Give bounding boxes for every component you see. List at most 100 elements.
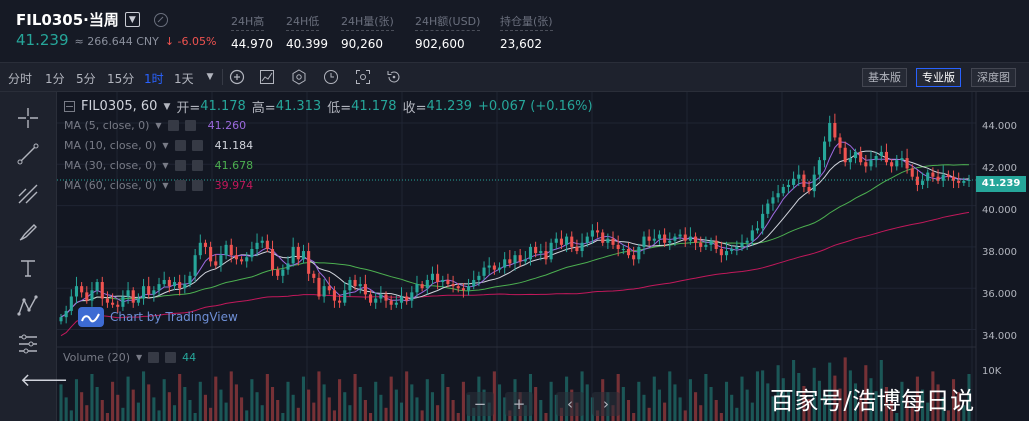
- collapse-legend-icon[interactable]: [64, 101, 75, 112]
- open-value: 41.178: [200, 99, 246, 114]
- candle-body: [198, 242, 202, 256]
- candle-body: [322, 286, 326, 297]
- chevron-down-icon[interactable]: ▼: [136, 353, 143, 362]
- volume-bar: [678, 397, 682, 421]
- candle-body: [379, 294, 383, 299]
- settings-icon[interactable]: [174, 140, 186, 151]
- brush-icon[interactable]: [16, 220, 40, 244]
- volume-bar: [921, 389, 925, 421]
- symbol-selector[interactable]: FIL0305·当周 ▼: [16, 9, 168, 30]
- volume-bar: [544, 413, 548, 421]
- interval-1h[interactable]: 1时: [144, 72, 164, 86]
- ma-label[interactable]: MA (5, close, 0): [64, 119, 150, 132]
- interval-15m[interactable]: 15分: [107, 72, 135, 86]
- chevron-down-icon[interactable]: ▼: [155, 121, 162, 130]
- prediction-icon[interactable]: [16, 332, 40, 356]
- interval-5m[interactable]: 5分: [76, 72, 96, 86]
- reset-icon[interactable]: [386, 69, 402, 85]
- volume-bar: [895, 413, 899, 421]
- fib-retracement-icon[interactable]: [16, 182, 40, 206]
- tradingview-watermark[interactable]: Chart by TradingView: [78, 307, 238, 327]
- volume-bar: [379, 394, 383, 421]
- candle-body: [730, 248, 734, 252]
- add-indicator-icon[interactable]: [229, 69, 245, 85]
- settings-icon[interactable]: [174, 180, 186, 191]
- volume-bar: [327, 397, 331, 421]
- view-depth-button[interactable]: 深度图: [971, 68, 1016, 87]
- candle-body: [750, 230, 754, 241]
- ma-label[interactable]: MA (60, close, 0): [64, 179, 157, 192]
- volume-bar: [822, 393, 827, 421]
- zoom-in-button[interactable]: +: [505, 392, 533, 416]
- close-icon[interactable]: [191, 140, 203, 151]
- close-icon[interactable]: [191, 180, 203, 191]
- candle-body: [951, 176, 956, 181]
- chevron-down-icon[interactable]: ▼: [206, 72, 214, 82]
- volume-bar: [838, 388, 842, 421]
- compass-icon[interactable]: [153, 12, 168, 27]
- toolbar-divider: [222, 69, 223, 85]
- candle-body: [332, 290, 336, 301]
- volume-axis-label: 10K: [982, 366, 1002, 377]
- screenshot-icon[interactable]: [355, 69, 371, 85]
- volume-bar: [745, 389, 749, 421]
- settings-icon[interactable]: [148, 352, 160, 363]
- candle-body: [270, 248, 275, 270]
- ma-value: 41.184: [214, 139, 254, 152]
- volume-bar: [162, 379, 166, 421]
- interval-tick[interactable]: 分时: [8, 72, 33, 86]
- settings-icon[interactable]: [174, 160, 186, 171]
- candle-body: [234, 255, 238, 260]
- ma-label[interactable]: MA (10, close, 0): [64, 139, 157, 152]
- candle-body: [436, 273, 440, 283]
- ma-label[interactable]: MA (30, close, 0): [64, 159, 157, 172]
- view-pro-button[interactable]: 专业版: [916, 68, 961, 87]
- candle-body: [637, 246, 641, 260]
- clock-icon[interactable]: [323, 69, 339, 85]
- candle-body: [301, 251, 306, 260]
- high-label: 高=: [251, 101, 276, 116]
- scroll-right-button[interactable]: ›: [592, 392, 620, 416]
- settings-icon[interactable]: [167, 120, 179, 131]
- crosshair-icon[interactable]: [16, 106, 40, 130]
- settings-icon[interactable]: [291, 69, 307, 85]
- candle-body: [611, 238, 615, 245]
- volume-bar: [910, 407, 914, 421]
- candle-body: [776, 193, 780, 198]
- arrow-left-icon[interactable]: 🡐: [20, 370, 69, 391]
- ma-value: 41.260: [207, 119, 247, 132]
- chart-style-icon[interactable]: [259, 69, 275, 85]
- candle-body: [95, 282, 99, 291]
- view-basic-button[interactable]: 基本版: [862, 68, 907, 87]
- candle-body: [508, 259, 512, 264]
- scroll-left-button[interactable]: ‹: [556, 392, 584, 416]
- close-icon[interactable]: [191, 160, 203, 171]
- candle-body: [792, 178, 796, 185]
- legend-symbol[interactable]: FIL0305, 60: [81, 99, 158, 114]
- chevron-down-icon[interactable]: ▼: [162, 141, 169, 150]
- chevron-down-icon[interactable]: ▼: [124, 12, 140, 27]
- market-header: FIL0305·当周 ▼ 41.239 ≈ 266.644 CNY ↓ -6.0…: [0, 0, 1029, 63]
- text-tool-icon[interactable]: [16, 256, 40, 280]
- ma10-legend: MA (10, close, 0) ▼ 41.184: [64, 139, 253, 152]
- chevron-down-icon[interactable]: ▼: [163, 101, 171, 112]
- chevron-down-icon[interactable]: ▼: [162, 181, 169, 190]
- candle-body: [250, 248, 254, 258]
- candle-body: [595, 230, 600, 233]
- symbol-name[interactable]: FIL0305·当周: [16, 11, 119, 29]
- close-icon[interactable]: [184, 120, 196, 131]
- close-icon[interactable]: [165, 352, 177, 363]
- candle-body: [771, 197, 775, 204]
- pattern-icon[interactable]: [16, 294, 40, 318]
- volume-bar: [637, 381, 641, 421]
- zoom-out-button[interactable]: −: [466, 392, 494, 416]
- volume-bar: [848, 370, 852, 421]
- trend-line-icon[interactable]: [16, 142, 40, 166]
- candle-body: [580, 242, 584, 252]
- chevron-down-icon[interactable]: ▼: [162, 161, 169, 170]
- volume-label[interactable]: Volume (20): [63, 351, 130, 364]
- interval-1d[interactable]: 1天: [174, 72, 194, 86]
- candle-body: [565, 236, 569, 245]
- candle-body: [265, 240, 269, 249]
- interval-1m[interactable]: 1分: [45, 72, 65, 86]
